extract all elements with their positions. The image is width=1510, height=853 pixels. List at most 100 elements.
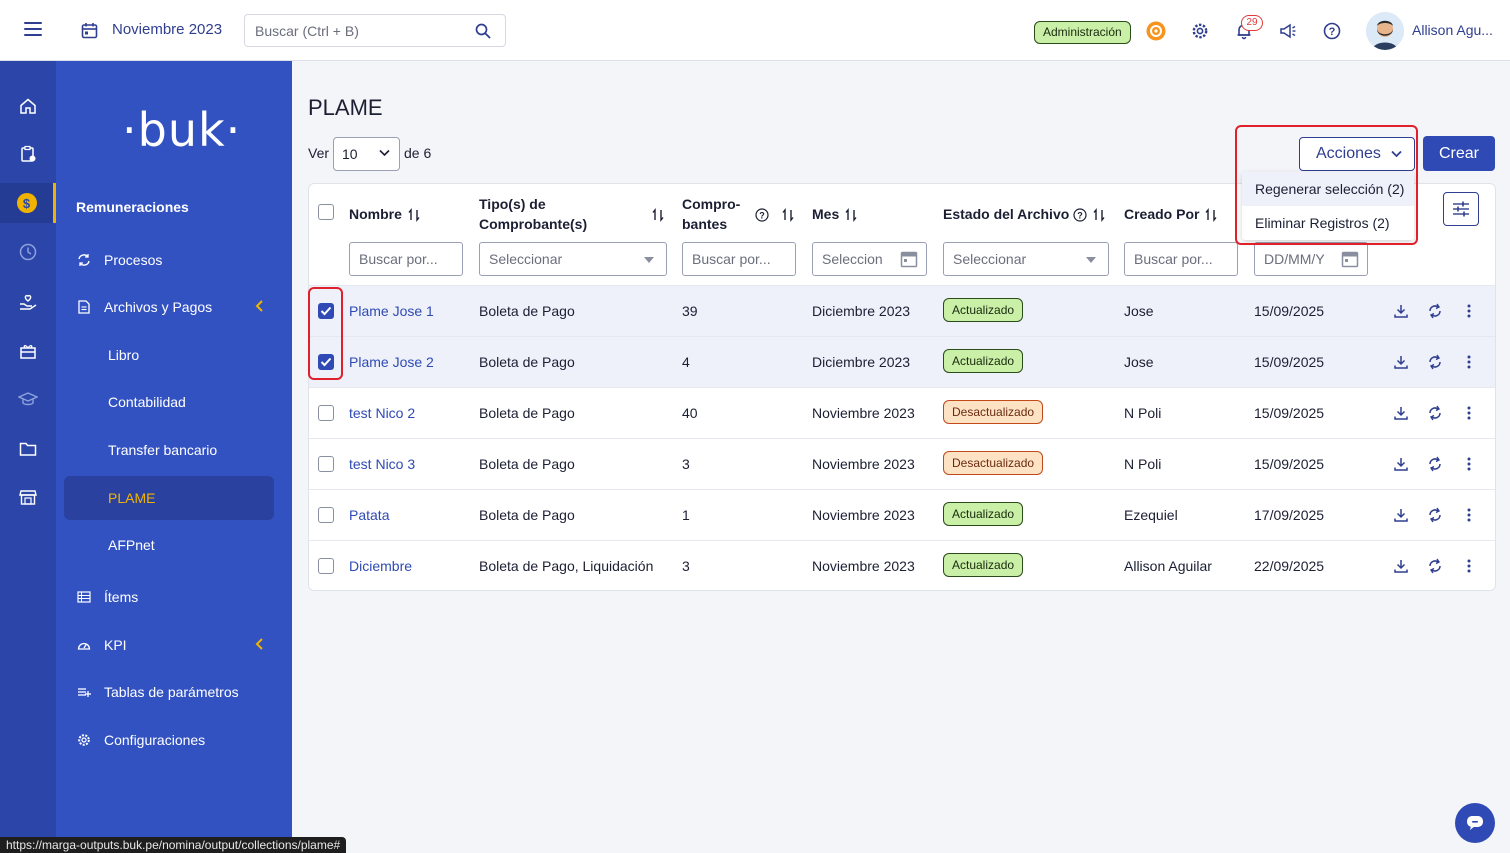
menu-item-eliminar[interactable]: Eliminar Registros (2)	[1255, 215, 1390, 231]
nav-contabilidad[interactable]: Contabilidad	[64, 380, 274, 424]
sort-icon[interactable]	[1093, 208, 1105, 222]
sort-icon[interactable]	[652, 208, 664, 222]
table-row[interactable]: test Nico 3 Boleta de Pago 3 Noviembre 2…	[309, 438, 1495, 489]
filter-mes[interactable]: Seleccion	[812, 242, 927, 276]
store-icon[interactable]	[0, 477, 56, 517]
row-nombre-link[interactable]: Patata	[349, 507, 390, 523]
row-checkbox[interactable]	[318, 303, 334, 319]
regenerate-icon[interactable]	[1425, 505, 1445, 525]
col-estado[interactable]: Estado del Archivo?	[943, 204, 1087, 224]
sort-icon[interactable]	[408, 208, 420, 223]
admin-badge[interactable]: Administración	[1034, 21, 1131, 44]
help-icon[interactable]: ?	[755, 208, 769, 222]
row-checkbox[interactable]	[318, 456, 334, 472]
col-nombre[interactable]: Nombre	[349, 204, 420, 224]
nav-transfer-bancario[interactable]: Transfer bancario	[64, 428, 274, 472]
regenerate-icon[interactable]	[1425, 301, 1445, 321]
calendar-icon[interactable]	[81, 22, 98, 39]
row-nombre-link[interactable]: Plame Jose 2	[349, 354, 434, 370]
calendar-icon[interactable]	[900, 250, 918, 268]
orange-app-icon[interactable]	[1145, 20, 1167, 42]
clipboard-icon[interactable]	[0, 134, 56, 174]
avatar[interactable]	[1366, 12, 1404, 50]
table-row[interactable]: test Nico 2 Boleta de Pago 40 Noviembre …	[309, 387, 1495, 438]
user-name[interactable]: Allison Agu...	[1412, 22, 1493, 38]
download-icon[interactable]	[1391, 352, 1411, 372]
nav-procesos[interactable]: Procesos	[64, 238, 274, 282]
menu-item-regenerar[interactable]: Regenerar selección (2)	[1242, 172, 1414, 206]
table-row[interactable]: Diciembre Boleta de Pago, Liquidación 3 …	[309, 540, 1495, 591]
search-input[interactable]	[245, 15, 465, 47]
folder-icon[interactable]	[0, 429, 56, 469]
page-size-select[interactable]: 10	[333, 137, 400, 171]
filter-nombre[interactable]: Buscar por...	[349, 242, 463, 276]
sort-icon[interactable]	[782, 208, 794, 222]
buk-logo[interactable]: ·buk·	[122, 103, 242, 157]
clock-icon[interactable]	[0, 232, 56, 272]
row-nombre-link[interactable]: test Nico 2	[349, 405, 416, 421]
download-icon[interactable]	[1391, 505, 1411, 525]
filter-fecha[interactable]: DD/MM/Y	[1254, 242, 1368, 276]
row-checkbox[interactable]	[318, 507, 334, 523]
payroll-icon[interactable]: $	[0, 183, 56, 223]
calendar-icon[interactable]	[1341, 250, 1359, 268]
regenerate-icon[interactable]	[1425, 556, 1445, 576]
nav-libro[interactable]: Libro	[64, 333, 274, 377]
home-icon[interactable]	[0, 86, 56, 126]
menu-icon[interactable]	[24, 22, 42, 38]
table-row[interactable]: Patata Boleta de Pago 1 Noviembre 2023 A…	[309, 489, 1495, 540]
sort-icon[interactable]	[845, 208, 857, 223]
filter-comprobantes[interactable]: Buscar por...	[682, 242, 796, 276]
nav-configuraciones[interactable]: Configuraciones	[64, 718, 274, 762]
chat-button[interactable]	[1455, 803, 1495, 843]
nav-archivos-y-pagos[interactable]: Archivos y Pagos	[64, 285, 274, 329]
select-all-checkbox[interactable]	[318, 204, 334, 220]
col-tipo[interactable]: Tipo(s) de Comprobante(s)	[479, 194, 599, 234]
more-icon[interactable]	[1459, 454, 1479, 474]
hand-heart-icon[interactable]	[0, 282, 56, 322]
column-settings-button[interactable]	[1443, 192, 1479, 226]
gear-icon[interactable]	[1189, 20, 1211, 42]
download-icon[interactable]	[1391, 556, 1411, 576]
crear-button[interactable]: Crear	[1423, 136, 1495, 171]
acciones-button[interactable]: Acciones	[1299, 137, 1415, 171]
regenerate-icon[interactable]	[1425, 454, 1445, 474]
more-icon[interactable]	[1459, 505, 1479, 525]
nav-afpnet[interactable]: AFPnet	[64, 523, 274, 567]
nav-plame[interactable]: PLAME	[64, 476, 274, 520]
row-checkbox[interactable]	[318, 405, 334, 421]
filter-tipo[interactable]: Seleccionar	[479, 242, 667, 276]
nav-items[interactable]: Ítems	[64, 575, 274, 619]
nav-tablas-de-parametros[interactable]: Tablas de parámetros	[64, 670, 274, 714]
more-icon[interactable]	[1459, 301, 1479, 321]
table-row[interactable]: Plame Jose 1 Boleta de Pago 39 Diciembre…	[309, 285, 1495, 336]
download-icon[interactable]	[1391, 301, 1411, 321]
row-nombre-link[interactable]: Plame Jose 1	[349, 303, 434, 319]
regenerate-icon[interactable]	[1425, 352, 1445, 372]
graduation-cap-icon[interactable]	[0, 379, 56, 419]
period-selector[interactable]: Noviembre 2023	[112, 21, 223, 38]
row-nombre-link[interactable]: test Nico 3	[349, 456, 416, 472]
sort-icon[interactable]	[1205, 208, 1218, 223]
regenerate-icon[interactable]	[1425, 403, 1445, 423]
more-icon[interactable]	[1459, 352, 1479, 372]
filter-estado[interactable]: Seleccionar	[943, 242, 1109, 276]
more-icon[interactable]	[1459, 556, 1479, 576]
filter-creado-por[interactable]: Buscar por...	[1124, 242, 1238, 276]
row-checkbox[interactable]	[318, 558, 334, 574]
search-icon[interactable]	[475, 23, 491, 39]
gift-icon[interactable]	[0, 331, 56, 371]
table-row[interactable]: Plame Jose 2 Boleta de Pago 4 Diciembre …	[309, 336, 1495, 387]
search-box[interactable]	[244, 14, 506, 47]
download-icon[interactable]	[1391, 454, 1411, 474]
row-checkbox[interactable]	[318, 354, 334, 370]
help-icon[interactable]: ?	[1321, 20, 1343, 42]
more-icon[interactable]	[1459, 403, 1479, 423]
megaphone-icon[interactable]	[1277, 20, 1299, 42]
nav-kpi[interactable]: KPI	[64, 623, 274, 667]
download-icon[interactable]	[1391, 403, 1411, 423]
help-icon[interactable]: ?	[1073, 208, 1087, 222]
col-mes[interactable]: Mes	[812, 204, 857, 224]
col-creado-por[interactable]: Creado Por	[1124, 204, 1218, 224]
row-nombre-link[interactable]: Diciembre	[349, 558, 413, 574]
